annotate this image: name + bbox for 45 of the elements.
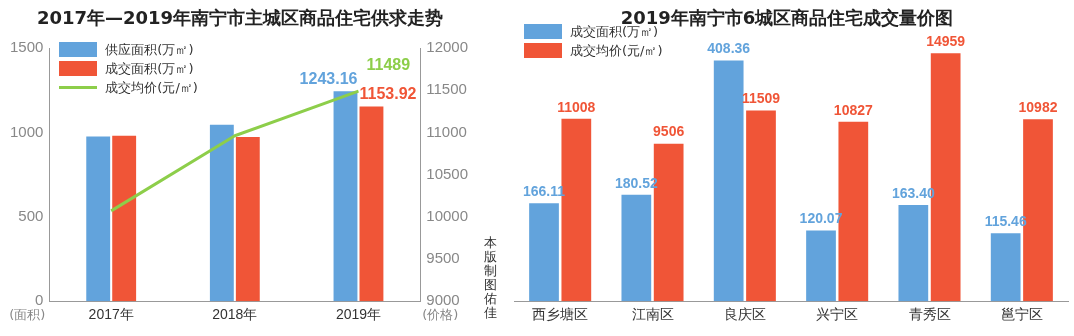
bar [333,91,358,302]
x-tick-label: 邕宁区 [1000,306,1043,323]
legend-label: 成交面积(万㎡) [570,23,659,41]
x-tick-label: 西乡塘区 [532,306,589,323]
x-tick-label: 2018年 [212,306,258,323]
data-label: 10982 [1018,99,1058,116]
x-tick-label: 江南区 [631,306,674,323]
x-tick-label: 良庆区 [723,306,766,323]
legend-label: 成交面积(万㎡) [105,59,194,78]
y2-tick-label: 11000 [426,122,467,140]
y2-tick-label: 9000 [426,291,460,309]
bar [359,106,384,302]
y2-tick-label: 10000 [426,206,469,224]
y2-axis-title: (价格) [422,307,459,323]
y-tick-label: 500 [18,206,44,224]
y2-tick-label: 9500 [426,249,460,267]
y-tick-label: 0 [35,291,44,309]
data-label: 9506 [653,123,685,140]
chart-title: 2017年—2019年南宁市主城区商品住宅供求走势 [35,6,445,30]
y-tick-label: 1500 [9,38,44,56]
x-tick-label: 2017年 [88,306,134,323]
data-label: 408.36 [707,40,751,57]
data-label: 14959 [926,33,966,50]
y2-tick-label: 12000 [426,38,469,56]
legend-label: 成交均价(元/㎡) [570,41,663,60]
data-label: 11489 [366,55,411,73]
text: 本版制图佑佳 [484,235,498,320]
legend-label: 供应面积(万㎡) [105,40,194,59]
y-axis-title: (面积) [9,307,46,323]
bar [112,135,137,302]
x-tick-label: 青秀区 [908,306,951,323]
data-label: 11008 [557,98,596,115]
x-tick-label: 兴宁区 [816,306,859,323]
x-tick-label: 2019年 [335,306,382,323]
data-label: 11509 [741,90,781,107]
data-label: 1153.92 [359,84,417,102]
y2-tick-label: 11500 [426,80,467,98]
y2-tick-label: 10500 [426,164,469,182]
y-tick-label: 1000 [9,122,44,140]
data-label: 1243.16 [299,69,358,87]
bar [235,136,260,302]
legend-label: 成交均价(元/㎡) [105,78,198,97]
bar [86,136,111,302]
data-label: 10827 [833,101,873,118]
bar [209,124,234,302]
